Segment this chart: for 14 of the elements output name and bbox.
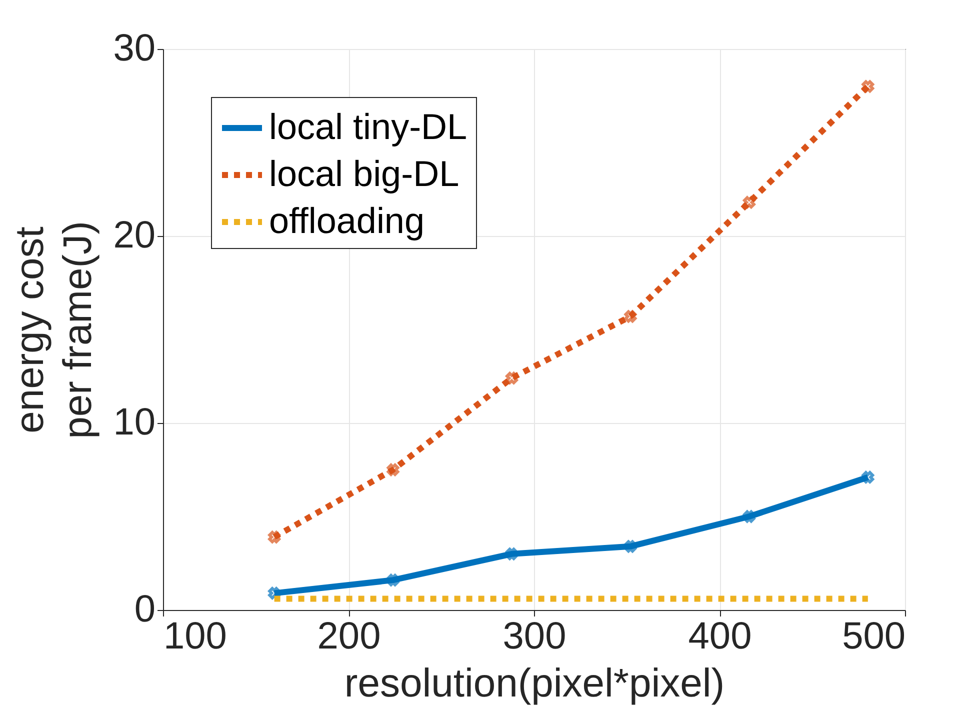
x-tick-label: 100 [164,616,227,658]
y-tick-label: 20 [113,214,156,256]
legend-label: local tiny-DL [269,106,468,147]
y-tick-label: 0 [134,588,156,630]
x-tick-label: 500 [842,616,906,658]
x-axis-title: resolution(pixel*pixel) [344,662,725,706]
x-tick-label: 400 [688,616,752,658]
legend-label: offloading [269,200,424,241]
legend-label: local big-DL [269,153,460,194]
x-tick-label: 300 [502,616,566,658]
y-tick-label: 30 [113,28,156,70]
y-tick-label: 10 [113,402,156,444]
x-tick-label: 200 [317,616,381,658]
y-axis-title: energy cost per frame(J) [8,221,100,439]
